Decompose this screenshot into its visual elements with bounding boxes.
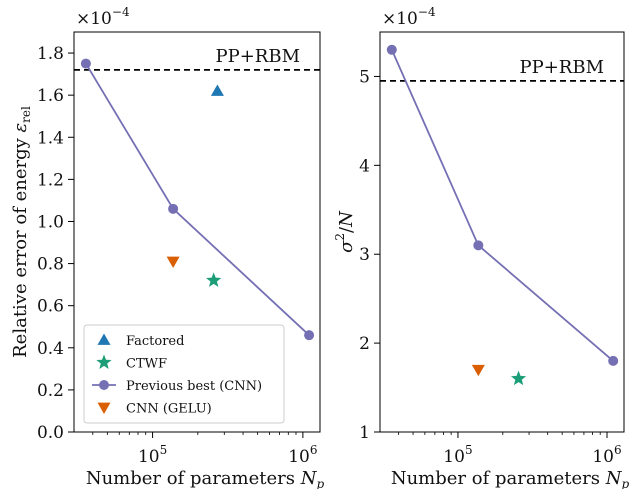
y-tick-label: 1.4 [37, 128, 64, 148]
y-tick-label: 0.0 [37, 423, 64, 443]
y-tick-label: 1 [359, 423, 370, 443]
chart-panel-right: 105 106 1 2 3 4 5 ×10−4 Number of parameters Np σ… [333, 5, 629, 489]
data-point [608, 356, 618, 366]
x-tick-label: 105 [138, 443, 167, 467]
y-tick-label: 1.6 [37, 86, 64, 106]
x-tick-label: 106 [592, 443, 621, 467]
y-multiplier-label: ×10−4 [382, 5, 436, 29]
chart-panel-left: 105 106 0.0 0.2 0.4 0.6 0.8 1.0 1.2 1.4 1.6 1.8 ×10−… [10, 5, 324, 489]
y-tick-label: 0.8 [37, 255, 64, 275]
x-axis-label: Number of parameters Np [391, 468, 630, 489]
y-axis-label: Relative error of energy εrel [10, 106, 33, 358]
series-line [392, 50, 613, 361]
x-axis-label: Number of parameters Np [86, 468, 325, 489]
data-point [472, 365, 485, 376]
data-point [211, 84, 224, 95]
reference-line-label: PP+RBM [519, 57, 604, 78]
x-tick-label: 105 [443, 443, 472, 467]
legend-label: Factored [126, 334, 184, 349]
y-tick-label: 4 [359, 156, 370, 176]
legend-label: CNN (GELU) [126, 402, 212, 417]
legend-marker [99, 380, 109, 390]
series-line [86, 64, 309, 336]
y-tick-label: 5 [359, 67, 370, 87]
legend: Factored CTWF Previous best (CNN) CNN (GELU… [84, 325, 284, 423]
y-tick-label: 0.6 [37, 297, 64, 317]
y-tick-label: 1.8 [37, 44, 64, 64]
data-point [81, 59, 91, 69]
data-point [304, 330, 314, 340]
y-multiplier-label: ×10−4 [76, 5, 130, 29]
y-tick-label: 2 [359, 334, 370, 354]
y-tick-label: 1.2 [37, 170, 64, 190]
data-point [206, 272, 221, 286]
plot-frame [380, 32, 624, 432]
data-point [387, 45, 397, 55]
x-tick-label: 106 [288, 443, 317, 467]
y-tick-label: 0.4 [37, 339, 64, 359]
legend-label: Previous best (CNN) [126, 379, 262, 394]
data-point [167, 257, 180, 268]
data-point [168, 204, 178, 214]
legend-label: CTWF [126, 357, 167, 372]
y-tick-label: 1.0 [37, 212, 64, 232]
data-point [511, 371, 526, 385]
y-tick-label: 3 [359, 245, 370, 265]
y-axis-label: σ2/N [333, 210, 357, 253]
reference-line-label: PP+RBM [215, 46, 300, 67]
data-point [473, 240, 483, 250]
y-tick-label: 0.2 [37, 381, 64, 401]
